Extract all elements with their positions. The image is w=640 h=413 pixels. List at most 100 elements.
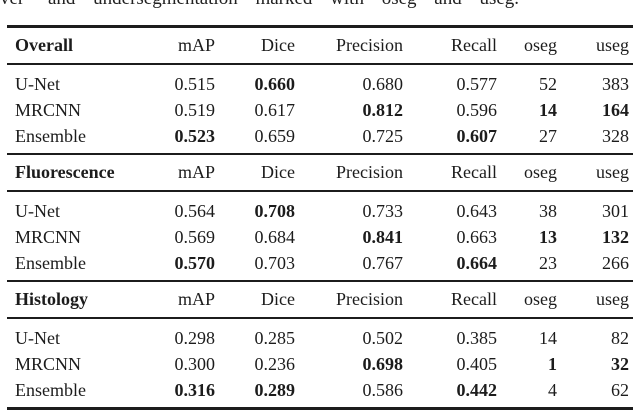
metric-cell: 0.285 bbox=[254, 327, 296, 348]
section-title: Overall bbox=[15, 35, 73, 55]
metric-cell: 0.684 bbox=[254, 226, 296, 247]
metric-cell: 52 bbox=[539, 73, 557, 94]
table-row: U-Net 0.298 0.285 0.502 0.385 14 82 bbox=[7, 318, 633, 351]
metric-cell: 38 bbox=[539, 200, 557, 221]
metric-cell: 0.577 bbox=[456, 73, 498, 94]
metric-cell: 0.698 bbox=[362, 353, 404, 374]
column-header-map: mAP bbox=[177, 289, 215, 309]
metric-cell: 0.733 bbox=[362, 200, 404, 221]
metric-cell: 0.316 bbox=[174, 379, 216, 400]
metric-cell: 0.663 bbox=[456, 226, 498, 247]
row-label: Ensemble bbox=[15, 125, 86, 146]
metric-cell: 328 bbox=[602, 125, 629, 146]
metric-cell: 82 bbox=[611, 327, 629, 348]
caption-text: ver- and undersegmentation marked with o… bbox=[0, 0, 640, 10]
column-header-precision: Precision bbox=[336, 289, 403, 309]
row-label: MRCNN bbox=[15, 99, 82, 120]
row-label: MRCNN bbox=[15, 353, 82, 374]
metric-cell: 0.586 bbox=[362, 379, 404, 400]
metric-cell: 1 bbox=[548, 353, 557, 374]
column-header-recall: Recall bbox=[451, 162, 497, 182]
metric-cell: 0.841 bbox=[362, 226, 404, 247]
column-header-dice: Dice bbox=[261, 35, 295, 55]
metric-cell: 0.725 bbox=[362, 125, 404, 146]
column-header-dice: Dice bbox=[261, 162, 295, 182]
metric-cell: 0.298 bbox=[174, 327, 216, 348]
metric-cell: 0.659 bbox=[254, 125, 296, 146]
column-header-useg: useg bbox=[596, 162, 629, 182]
column-header-recall: Recall bbox=[451, 35, 497, 55]
section-fluorescence: Fluorescence mAP Dice Precision Recall o… bbox=[7, 154, 633, 281]
section-title: Histology bbox=[15, 289, 89, 309]
metric-cell: 0.664 bbox=[456, 252, 498, 273]
section-header-row: Overall mAP Dice Precision Recall oseg u… bbox=[7, 27, 633, 64]
metric-cell: 132 bbox=[602, 226, 629, 247]
column-header-useg: useg bbox=[596, 35, 629, 55]
table-caption-fragment: ver- and undersegmentation marked with o… bbox=[0, 0, 640, 10]
metric-cell: 0.660 bbox=[254, 73, 296, 94]
results-table: Overall mAP Dice Precision Recall oseg u… bbox=[7, 25, 633, 410]
metric-cell: 0.236 bbox=[254, 353, 296, 374]
metric-cell: 0.442 bbox=[456, 379, 498, 400]
section-header-row: Fluorescence mAP Dice Precision Recall o… bbox=[7, 154, 633, 191]
metric-cell: 0.300 bbox=[174, 353, 216, 374]
metric-cell: 0.519 bbox=[174, 99, 216, 120]
row-label: U-Net bbox=[15, 73, 60, 94]
metric-cell: 0.703 bbox=[254, 252, 296, 273]
column-header-useg: useg bbox=[596, 289, 629, 309]
table-row: MRCNN 0.300 0.236 0.698 0.405 1 32 bbox=[7, 351, 633, 377]
column-header-map: mAP bbox=[177, 162, 215, 182]
metric-cell: 0.515 bbox=[174, 73, 216, 94]
table-row: Ensemble 0.523 0.659 0.725 0.607 27 328 bbox=[7, 123, 633, 154]
metric-cell: 0.617 bbox=[254, 99, 296, 120]
section-overall: Overall mAP Dice Precision Recall oseg u… bbox=[7, 27, 633, 155]
column-header-precision: Precision bbox=[336, 162, 403, 182]
metric-cell: 301 bbox=[602, 200, 629, 221]
metric-cell: 266 bbox=[602, 252, 629, 273]
metric-cell: 0.570 bbox=[174, 252, 216, 273]
metric-cell: 0.680 bbox=[362, 73, 404, 94]
metric-cell: 14 bbox=[539, 327, 557, 348]
metric-cell: 0.596 bbox=[456, 99, 498, 120]
row-label: MRCNN bbox=[15, 226, 82, 247]
metric-cell: 0.708 bbox=[254, 200, 296, 221]
column-header-dice: Dice bbox=[261, 289, 295, 309]
table-row: MRCNN 0.519 0.617 0.812 0.596 14 164 bbox=[7, 97, 633, 123]
row-label: Ensemble bbox=[15, 252, 86, 273]
metric-cell: 0.569 bbox=[174, 226, 216, 247]
section-header-row: Histology mAP Dice Precision Recall oseg… bbox=[7, 281, 633, 318]
metric-cell: 0.767 bbox=[362, 252, 404, 273]
metric-cell: 0.289 bbox=[254, 379, 296, 400]
row-label: U-Net bbox=[15, 200, 60, 221]
column-header-oseg: oseg bbox=[524, 162, 557, 182]
metric-cell: 0.385 bbox=[456, 327, 498, 348]
row-label: U-Net bbox=[15, 327, 60, 348]
metric-cell: 62 bbox=[611, 379, 629, 400]
metric-cell: 27 bbox=[539, 125, 557, 146]
column-header-precision: Precision bbox=[336, 35, 403, 55]
metric-cell: 14 bbox=[539, 99, 557, 120]
metric-cell: 13 bbox=[539, 226, 557, 247]
metric-cell: 0.564 bbox=[174, 200, 216, 221]
metric-cell: 23 bbox=[539, 252, 557, 273]
metric-cell: 0.643 bbox=[456, 200, 498, 221]
section-histology: Histology mAP Dice Precision Recall oseg… bbox=[7, 281, 633, 409]
metric-cell: 0.502 bbox=[362, 327, 404, 348]
table-row: U-Net 0.515 0.660 0.680 0.577 52 383 bbox=[7, 64, 633, 97]
metric-cell: 0.523 bbox=[174, 125, 216, 146]
row-label: Ensemble bbox=[15, 379, 86, 400]
metric-cell: 164 bbox=[602, 99, 629, 120]
column-header-oseg: oseg bbox=[524, 289, 557, 309]
table-row: Ensemble 0.316 0.289 0.586 0.442 4 62 bbox=[7, 377, 633, 409]
column-header-map: mAP bbox=[177, 35, 215, 55]
column-header-oseg: oseg bbox=[524, 35, 557, 55]
metric-cell: 0.405 bbox=[456, 353, 498, 374]
metric-cell: 4 bbox=[548, 379, 557, 400]
table-row: Ensemble 0.570 0.703 0.767 0.664 23 266 bbox=[7, 250, 633, 281]
column-header-recall: Recall bbox=[451, 289, 497, 309]
metric-cell: 0.812 bbox=[362, 99, 404, 120]
table-row: U-Net 0.564 0.708 0.733 0.643 38 301 bbox=[7, 191, 633, 224]
metric-cell: 0.607 bbox=[456, 125, 498, 146]
table-row: MRCNN 0.569 0.684 0.841 0.663 13 132 bbox=[7, 224, 633, 250]
